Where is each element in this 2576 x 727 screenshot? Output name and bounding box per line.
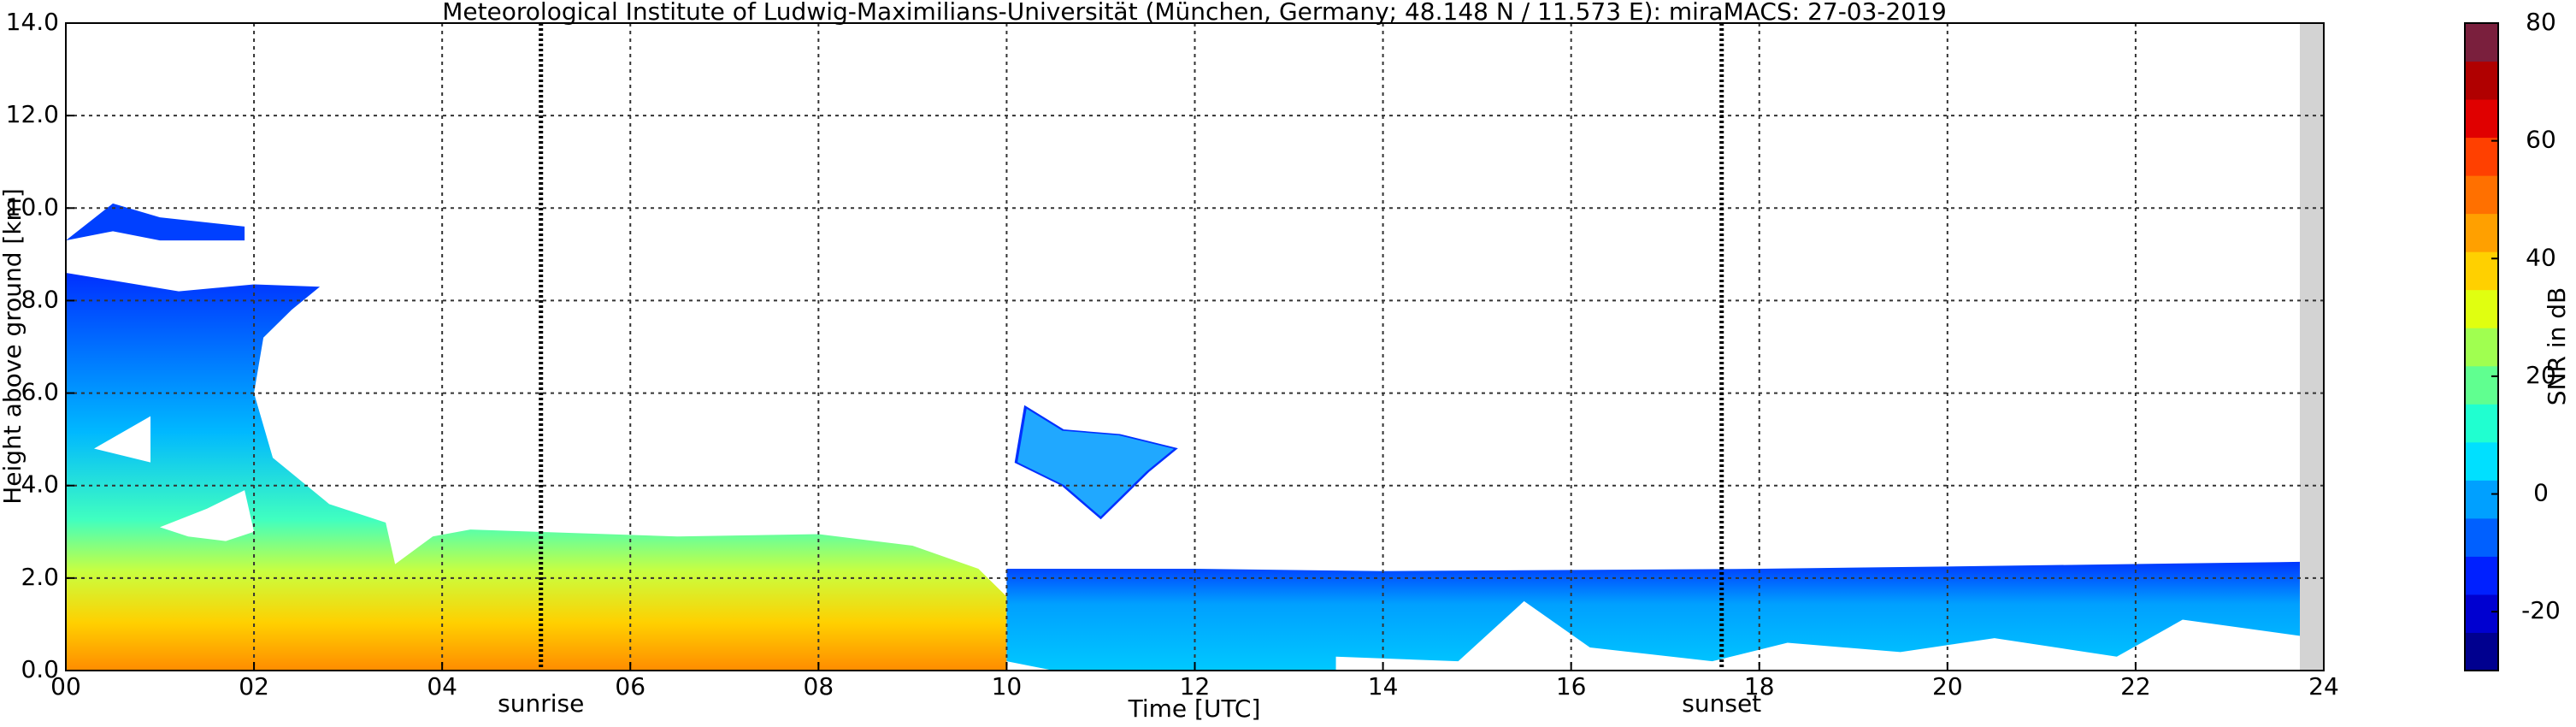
- echo-low: [66, 272, 1007, 671]
- x-tick-label: 12: [1180, 672, 1211, 700]
- colorbar-band: [2465, 251, 2498, 291]
- echo-gap: [94, 416, 255, 541]
- colorbar-band: [2465, 404, 2498, 443]
- colorbar-band: [2465, 137, 2498, 176]
- x-axis-label: Time [UTC]: [1128, 694, 1261, 723]
- x-tick-label: 16: [1556, 672, 1587, 700]
- x-tick-label: 18: [1744, 672, 1775, 700]
- y-tick-label: 6.0: [21, 378, 59, 406]
- colorbar-frame: [2464, 22, 2499, 671]
- y-tick-label: 10.0: [6, 192, 59, 221]
- colorbar-band: [2465, 441, 2498, 481]
- colorbar-tick-label: 20: [2526, 361, 2556, 389]
- colorbar-tick-label: 0: [2533, 479, 2549, 507]
- colorbar-band: [2465, 632, 2498, 671]
- no-data: [2300, 23, 2324, 671]
- annotation-label: sunrise: [498, 689, 584, 718]
- colorbar-tick-label: 40: [2526, 243, 2556, 271]
- colorbar-band: [2465, 175, 2498, 215]
- y-tick-label: 0.0: [21, 655, 59, 683]
- colorbar-tick-label: 60: [2526, 126, 2556, 154]
- x-tick-label: 22: [2120, 672, 2151, 700]
- annotation-label: sunset: [1682, 689, 1761, 718]
- echo-high: [66, 203, 245, 241]
- x-tick-label: 04: [427, 672, 457, 700]
- colorbar-tick-label: 80: [2526, 8, 2556, 36]
- x-tick-label: 00: [50, 672, 81, 700]
- echo-right: [1006, 561, 2301, 671]
- x-tick-label: 20: [1932, 672, 1963, 700]
- colorbar-band: [2465, 556, 2498, 595]
- y-axis-label: Height above ground [km]: [0, 188, 27, 505]
- colorbar-label: SNR in dB: [2543, 287, 2571, 405]
- y-tick-label: 12.0: [6, 100, 59, 128]
- y-tick-label: 4.0: [21, 470, 59, 499]
- colorbar-band: [2465, 99, 2498, 139]
- colorbar-tick-label: -20: [2521, 596, 2561, 624]
- x-tick-label: 10: [992, 672, 1023, 700]
- x-tick-label: 24: [2308, 672, 2339, 700]
- y-tick-label: 2.0: [21, 563, 59, 591]
- colorbar-band: [2465, 517, 2498, 557]
- colorbar-band: [2465, 328, 2498, 367]
- echo-mid: [1014, 405, 1178, 520]
- colorbar-band: [2465, 213, 2498, 252]
- y-tick-label: 14.0: [6, 8, 59, 36]
- colorbar-band: [2465, 61, 2498, 100]
- chart-title: Meteorological Institute of Ludwig-Maxim…: [442, 0, 1947, 26]
- x-tick-label: 14: [1368, 672, 1399, 700]
- x-tick-label: 02: [239, 672, 269, 700]
- colorbar-band: [2465, 23, 2498, 62]
- colorbar-band: [2465, 365, 2498, 405]
- radar-echo: [66, 203, 2301, 671]
- y-tick-label: 8.0: [21, 285, 59, 313]
- colorbar-band: [2465, 594, 2498, 633]
- x-tick-label: 08: [804, 672, 834, 700]
- grid: [65, 22, 2325, 671]
- colorbar-band: [2465, 480, 2498, 519]
- x-tick-label: 06: [615, 672, 645, 700]
- colorbar-band: [2465, 289, 2498, 328]
